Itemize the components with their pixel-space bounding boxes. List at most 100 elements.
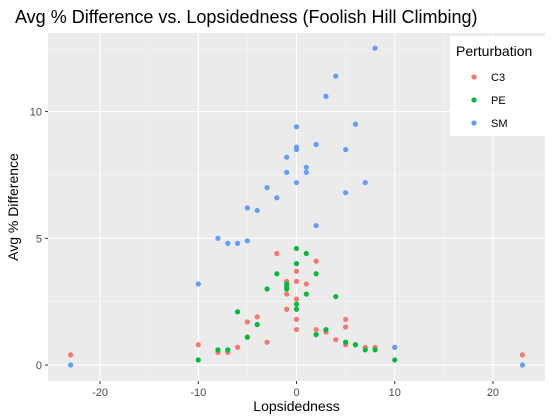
legend-label-pe: PE <box>491 95 506 107</box>
data-point-c3 <box>293 296 300 302</box>
data-point-sm <box>67 362 74 368</box>
data-point-sm <box>303 164 309 170</box>
data-point-c3 <box>67 352 74 358</box>
data-point-c3 <box>293 326 300 333</box>
data-point-sm <box>244 238 250 244</box>
data-point-sm <box>362 179 368 186</box>
data-point-sm <box>264 185 270 191</box>
legend-background <box>450 36 546 136</box>
data-point-sm <box>215 235 221 241</box>
series-pe <box>195 245 398 363</box>
data-point-sm <box>333 73 339 79</box>
data-point-sm <box>284 154 290 160</box>
data-point-pe <box>372 347 378 353</box>
data-point-sm <box>293 179 300 186</box>
data-point-pe <box>254 321 260 328</box>
legend-title: Perturbation <box>456 43 532 59</box>
data-point-pe <box>333 293 339 300</box>
data-point-sm <box>284 169 290 176</box>
y-tick-label: 5 <box>36 233 42 245</box>
x-tick-label: -20 <box>92 387 108 399</box>
data-point-c3 <box>264 339 270 345</box>
data-point-sm <box>195 281 201 287</box>
legend-key-pe <box>471 97 477 103</box>
data-point-sm <box>313 141 319 148</box>
y-tick-label: 10 <box>30 107 42 119</box>
x-tick-label: -10 <box>190 387 206 399</box>
data-point-pe <box>195 357 201 363</box>
data-point-pe <box>293 306 300 312</box>
data-point-c3 <box>293 278 300 284</box>
data-point-pe <box>303 291 309 297</box>
x-tick-label: 0 <box>293 387 299 399</box>
data-point-sm <box>392 344 398 350</box>
data-point-sm <box>225 240 231 246</box>
data-point-sm <box>352 121 359 127</box>
data-point-pe <box>362 347 368 353</box>
y-axis-title: Avg % Difference <box>5 153 21 261</box>
data-point-c3 <box>284 291 290 297</box>
data-point-pe <box>225 347 231 353</box>
y-tick-label: 0 <box>36 360 42 372</box>
data-point-sm <box>254 207 260 214</box>
legend-key-sm <box>471 120 477 126</box>
data-point-pe <box>274 271 280 277</box>
data-point-c3 <box>293 316 300 323</box>
data-point-sm <box>303 169 309 176</box>
data-point-c3 <box>333 337 339 343</box>
grid-lines <box>48 33 545 381</box>
data-point-sm <box>372 45 378 51</box>
data-point-c3 <box>303 281 309 287</box>
data-point-sm <box>274 195 280 201</box>
data-point-pe <box>343 339 349 345</box>
data-point-pe <box>323 326 329 333</box>
legend: Perturbation C3 PE SM <box>450 36 546 136</box>
data-point-pe <box>313 332 319 338</box>
series-sm <box>67 45 526 368</box>
data-point-c3 <box>343 324 349 330</box>
data-point-sm <box>343 190 349 196</box>
data-point-sm <box>323 93 329 99</box>
data-point-pe <box>293 301 300 307</box>
data-point-pe <box>352 342 359 348</box>
data-point-pe <box>313 271 319 277</box>
legend-label-c3: C3 <box>491 72 505 84</box>
legend-items: C3 PE SM <box>471 72 508 130</box>
data-point-pe <box>392 357 398 363</box>
data-point-sm <box>519 362 526 368</box>
data-point-c3 <box>234 344 241 350</box>
chart-title: Avg % Difference vs. Lopsidedness (Fooli… <box>15 7 478 27</box>
data-point-c3 <box>293 268 300 274</box>
data-point-sm <box>293 146 300 153</box>
data-point-c3 <box>313 258 319 264</box>
data-point-c3 <box>244 319 250 325</box>
data-point-pe <box>284 286 290 292</box>
data-point-pe <box>244 334 250 340</box>
axes: -20 -10 0 10 20 0 5 10 <box>30 107 499 399</box>
data-points <box>67 45 526 368</box>
data-point-sm <box>343 146 349 153</box>
data-point-pe <box>234 309 241 315</box>
data-point-c3 <box>195 342 201 348</box>
data-point-c3 <box>519 352 526 358</box>
data-point-sm <box>244 205 250 211</box>
data-point-c3 <box>274 250 280 257</box>
data-point-c3 <box>254 314 260 320</box>
x-tick-label: 10 <box>389 387 401 399</box>
legend-label-sm: SM <box>491 118 508 130</box>
data-point-c3 <box>313 326 319 333</box>
data-point-pe <box>215 347 221 353</box>
x-tick-label: 20 <box>487 387 499 399</box>
data-point-c3 <box>284 306 290 312</box>
x-axis-title: Lopsidedness <box>253 398 339 414</box>
data-point-sm <box>234 240 241 246</box>
data-point-pe <box>293 261 300 267</box>
data-point-c3 <box>343 316 349 323</box>
data-point-pe <box>293 245 300 252</box>
data-point-pe <box>303 250 309 257</box>
legend-key-c3 <box>471 74 477 80</box>
data-point-pe <box>264 286 270 292</box>
data-point-sm <box>313 223 319 229</box>
data-point-sm <box>293 124 300 130</box>
